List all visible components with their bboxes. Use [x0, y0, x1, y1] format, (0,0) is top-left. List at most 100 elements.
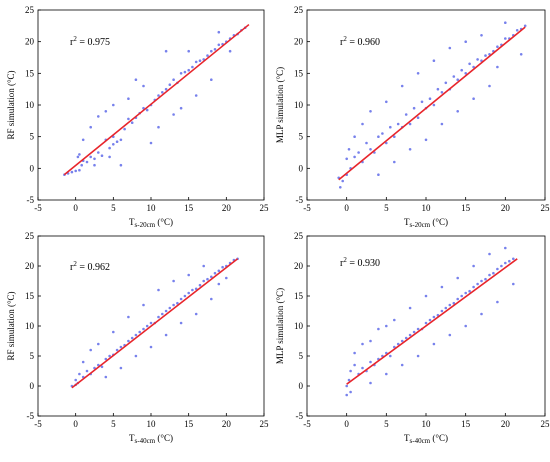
y-tick-label: 15: [294, 68, 304, 78]
scatter-point: [187, 292, 190, 295]
y-tick-label: -5: [27, 411, 35, 421]
scatter-point: [512, 283, 515, 286]
x-axis-label: Ts-40cm (°C): [129, 433, 173, 445]
regression-line: [72, 259, 238, 388]
scatter-point: [172, 113, 175, 116]
scatter-point: [180, 107, 183, 110]
scatter-point: [520, 53, 523, 56]
scatter-point: [120, 346, 123, 349]
scatter-point: [210, 50, 213, 53]
scatter-point: [345, 385, 348, 388]
scatter-point: [187, 50, 190, 53]
scatter-point: [472, 265, 475, 268]
scatter-point: [341, 180, 344, 183]
scatter-point: [142, 304, 145, 307]
scatter-point: [441, 286, 444, 289]
scatter-point: [80, 164, 83, 167]
scatter-point: [191, 289, 194, 292]
scatter-point: [157, 289, 160, 292]
y-tick-label: 25: [294, 231, 304, 241]
y-tick-label: 15: [25, 291, 35, 301]
scatter-point: [413, 331, 416, 334]
scatter-point: [150, 142, 153, 145]
scatter-point: [433, 104, 436, 107]
x-tick-label: 15: [461, 419, 471, 429]
x-axis-label: Ts-20cm (°C): [404, 217, 448, 229]
scatter-point: [202, 265, 205, 268]
scatter-point: [361, 123, 364, 126]
r2-annotation: r2 = 0.960: [340, 35, 380, 48]
scatter-point: [345, 158, 348, 161]
scatter-point: [86, 370, 89, 373]
scatter-point: [78, 373, 81, 376]
scatter-point: [441, 91, 444, 94]
scatter-point: [433, 59, 436, 62]
x-tick-label: 0: [344, 419, 349, 429]
scatter-point: [120, 139, 123, 142]
scatter-point: [369, 382, 372, 385]
x-tick-label: 10: [422, 419, 432, 429]
scatter-point: [180, 298, 183, 301]
scatter-point: [425, 295, 428, 298]
scatter-point: [349, 370, 352, 373]
scatter-point: [488, 85, 491, 88]
y-tick-label: 20: [294, 261, 304, 271]
y-tick-label: 10: [294, 100, 304, 110]
scatter-point: [348, 148, 351, 151]
scatter-point: [433, 343, 436, 346]
scatter-point: [127, 118, 130, 121]
scatter-point: [101, 154, 104, 157]
scatter-point: [421, 101, 424, 104]
scatter-point: [112, 331, 115, 334]
scatter-point: [425, 322, 428, 325]
x-tick-label: 5: [384, 203, 389, 213]
scatter-point: [437, 88, 440, 91]
scatter-point: [93, 158, 96, 161]
scatter-point: [417, 116, 420, 119]
scatter-point: [172, 304, 175, 307]
y-tick-label: -5: [296, 411, 304, 421]
scatter-point: [218, 31, 221, 34]
scatter-point: [214, 48, 217, 51]
scatter-point: [429, 97, 432, 100]
scatter-point: [441, 123, 444, 126]
y-tick-label: 10: [25, 321, 35, 331]
scatter-point: [460, 69, 463, 72]
y-tick-label: 5: [30, 351, 35, 361]
x-tick-label: -5: [34, 203, 42, 213]
scatter-point: [191, 66, 194, 69]
y-tick-label: -5: [296, 195, 304, 205]
scatter-point: [89, 126, 92, 129]
scatter-point: [131, 121, 134, 124]
scatter-point: [169, 83, 172, 86]
x-tick-label: 0: [344, 203, 349, 213]
scatter-point: [165, 88, 168, 91]
x-tick-label: 15: [461, 203, 471, 213]
scatter-point: [401, 85, 404, 88]
x-tick-label: 15: [184, 419, 194, 429]
scatter-point: [476, 283, 479, 286]
scatter-point: [135, 334, 138, 337]
scatter-point: [449, 304, 452, 307]
scatter-point: [496, 66, 499, 69]
scatter-point: [184, 295, 187, 298]
x-axis-label: Ts-40cm (°C): [404, 433, 448, 445]
x-tick-label: 10: [422, 203, 432, 213]
scatter-point: [120, 164, 123, 167]
scatter-point: [484, 278, 487, 281]
scatter-point: [524, 25, 527, 28]
scatter-point: [165, 310, 168, 313]
scatter-point: [377, 328, 380, 331]
scatter-point: [508, 260, 511, 263]
scatter-point: [184, 71, 187, 74]
scatter-point: [105, 376, 108, 379]
y-tick-label: 0: [299, 381, 304, 391]
scatter-point: [131, 337, 134, 340]
scatter-point: [504, 247, 507, 250]
y-axis-label: RF simulation (°C): [6, 70, 16, 139]
y-tick-label: 5: [299, 351, 304, 361]
scatter-point: [135, 355, 138, 358]
